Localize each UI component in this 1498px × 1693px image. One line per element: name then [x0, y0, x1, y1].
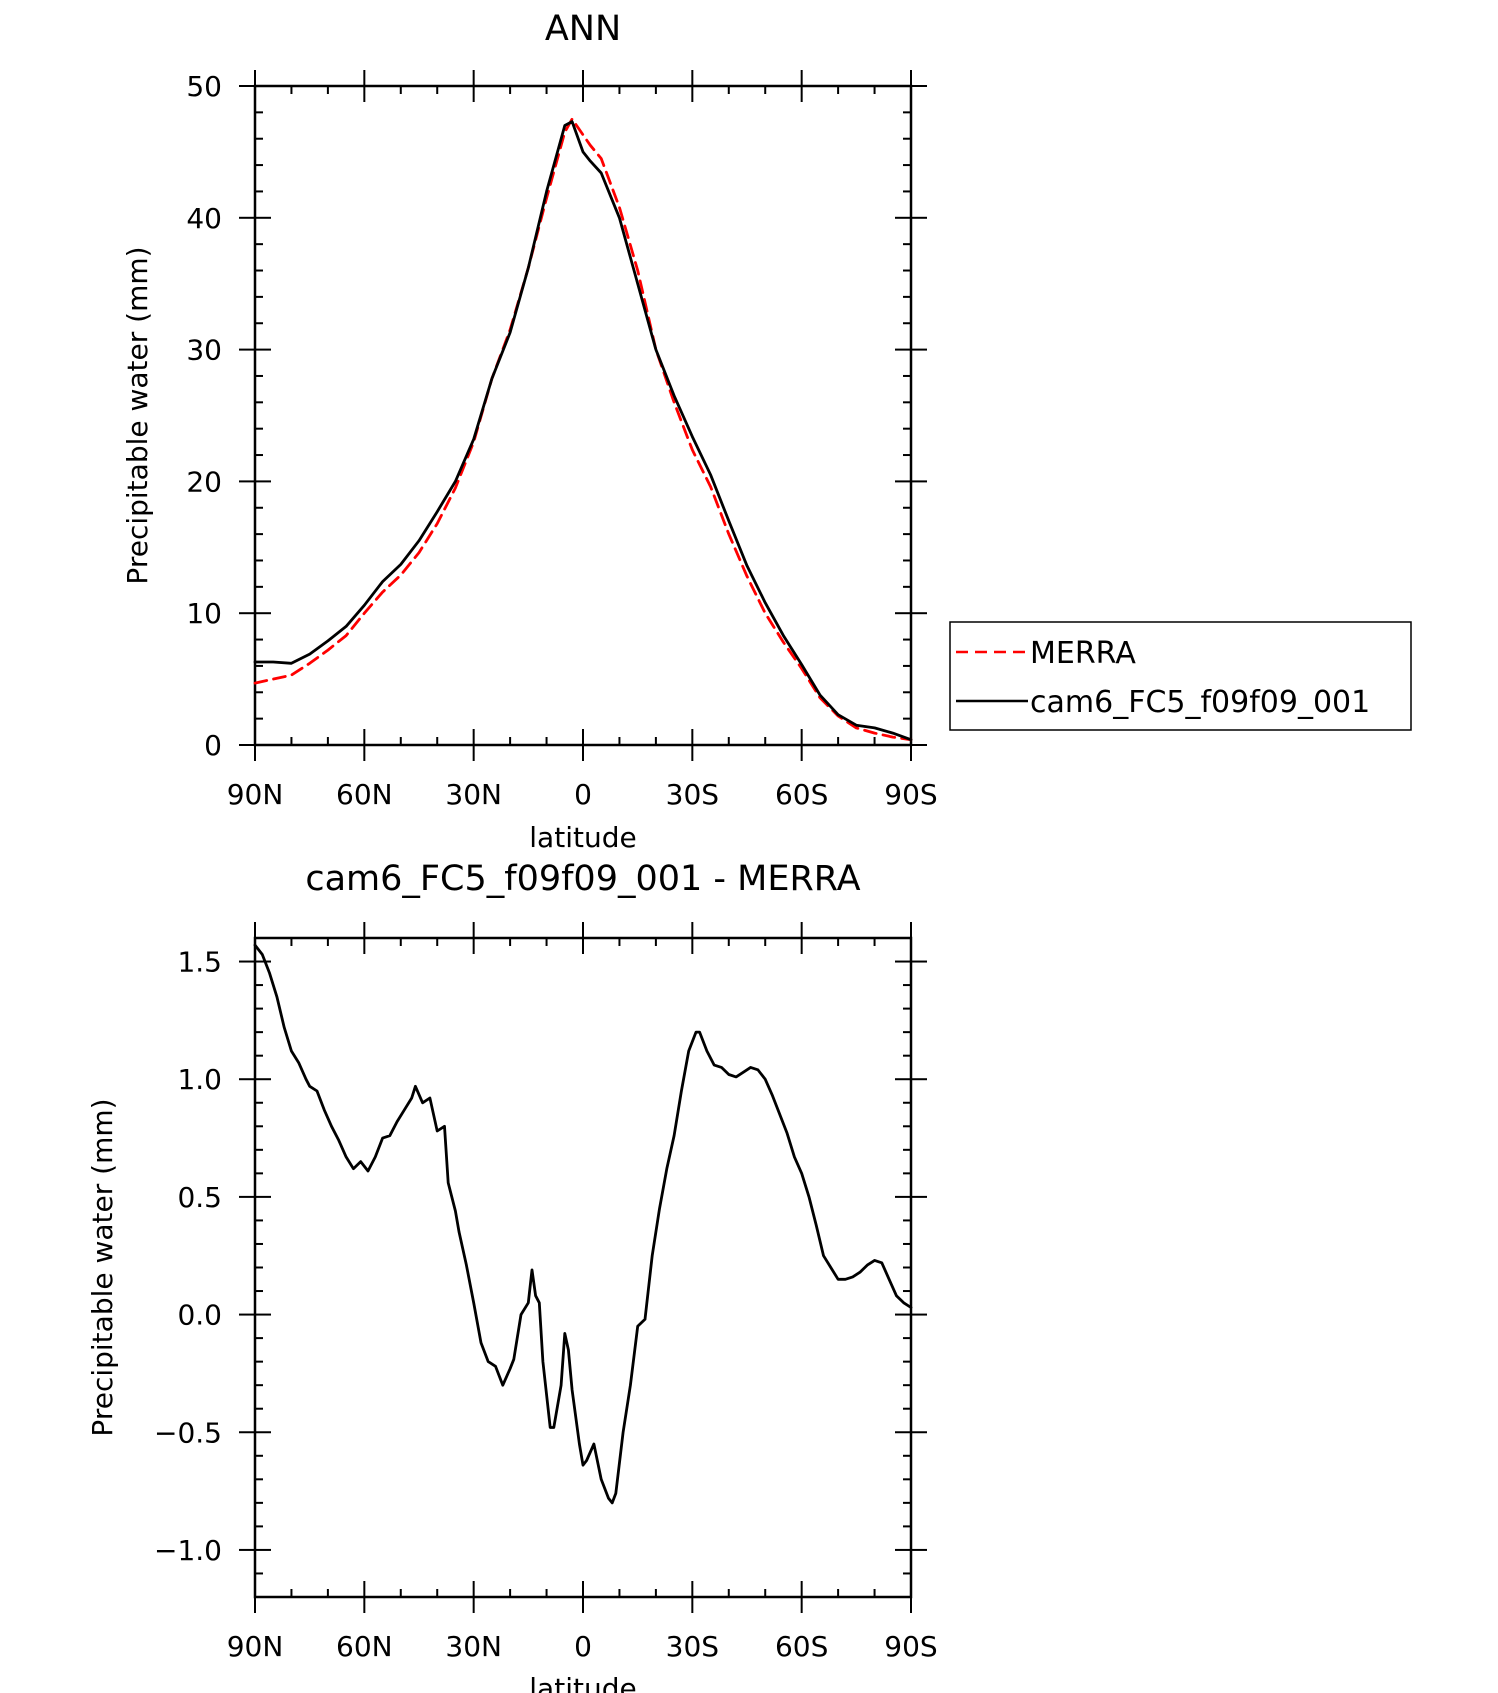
chart-title: cam6_FC5_f09f09_001 - MERRA [305, 859, 860, 899]
chart-title: ANN [545, 9, 621, 49]
x-tick-label: 90S [884, 778, 937, 811]
x-tick-label: 30S [666, 1630, 719, 1663]
mean-precipitable-water-panel: ANN 90N 60N 30N 0 30S 60S 90S 0 10 20 30 40 50 latitud… [121, 9, 938, 854]
series-line-merra [253, 117, 913, 742]
y-tick-label: 1.0 [177, 1063, 222, 1096]
x-tick-label: 60S [775, 778, 828, 811]
legend-entry-label: cam6_FC5_f09f09_001 [1030, 685, 1370, 720]
x-tick-label: 90N [227, 778, 284, 811]
x-tick-label: 60S [775, 1630, 828, 1663]
y-tick-label: 20 [186, 465, 222, 498]
y-tick-label: 10 [186, 597, 222, 630]
x-tick-label: 60N [336, 778, 393, 811]
x-tick-label: 30N [445, 1630, 502, 1663]
y-axis-label: Precipitable water (mm) [86, 1098, 119, 1436]
y-tick-label: 0.5 [177, 1181, 222, 1214]
x-tick-label: 30S [666, 778, 719, 811]
x-tick-label: 0 [574, 1630, 592, 1663]
y-tick-label: −1.0 [154, 1534, 222, 1567]
y-tick-label: 1.5 [177, 946, 222, 979]
x-tick-label: 90S [884, 1630, 937, 1663]
series-line-cam6-fc5-f09f09-001 [253, 120, 913, 742]
y-axis-label: Precipitable water (mm) [121, 246, 154, 584]
plot-frame [253, 936, 913, 1599]
legend: MERRA cam6_FC5_f09f09_001 [949, 621, 1412, 731]
plot-frame [253, 84, 913, 747]
legend-entry-label: MERRA [1030, 636, 1136, 671]
y-tick-label: −0.5 [154, 1416, 222, 1449]
y-tick-label: 0.0 [177, 1299, 222, 1332]
x-axis-label: latitude [529, 1672, 636, 1693]
difference-panel: cam6_FC5_f09f09_001 - MERRA 90N 60N 30N 0 30S… [86, 859, 938, 1693]
x-tick-label: 60N [336, 1630, 393, 1663]
x-tick-label: 90N [227, 1630, 284, 1663]
difference-line [253, 943, 913, 1505]
x-tick-label: 0 [574, 778, 592, 811]
y-tick-label: 0 [204, 729, 222, 762]
x-axis-label: latitude [529, 821, 636, 854]
y-tick-label: 50 [186, 70, 222, 103]
legend-box [949, 621, 1412, 731]
y-tick-label: 40 [186, 202, 222, 235]
y-tick-label: 30 [186, 334, 222, 367]
x-tick-label: 30N [445, 778, 502, 811]
